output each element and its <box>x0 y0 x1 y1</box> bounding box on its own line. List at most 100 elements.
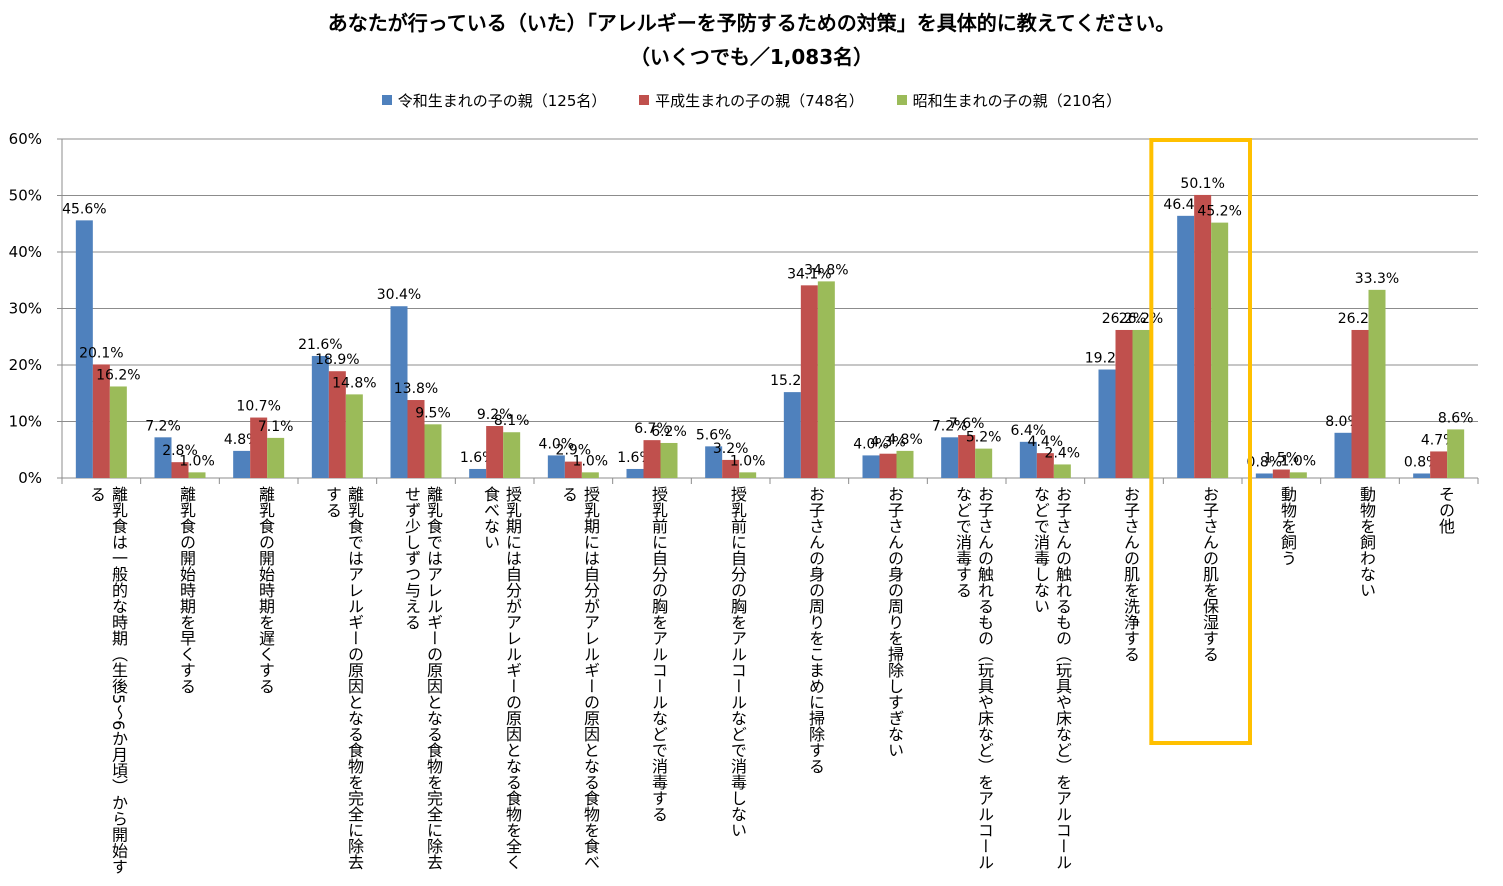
category-label: 授乳期には自分がアレルギーの原因となる食物を全く食べない <box>481 486 522 870</box>
data-label: 1.5% <box>1264 451 1300 467</box>
bar <box>1115 329 1133 478</box>
bar <box>975 448 993 478</box>
bar <box>407 400 425 478</box>
y-tick-label: 60% <box>9 130 42 148</box>
bar <box>469 468 487 478</box>
bar <box>503 432 521 478</box>
bar <box>267 437 285 478</box>
legend-swatch-showa <box>896 95 907 105</box>
bar <box>660 442 678 478</box>
bar <box>800 285 818 478</box>
legend-label-heisei: 平成生まれの子の親（748名） <box>655 92 864 110</box>
category-label: 離乳食の開始時期を早くする <box>177 486 196 694</box>
bar <box>896 450 914 478</box>
data-label: 8.6% <box>1438 410 1474 426</box>
y-tick-label: 30% <box>9 300 42 318</box>
bar <box>1098 369 1116 478</box>
bar <box>1351 329 1369 478</box>
bar <box>328 371 346 478</box>
bar <box>564 461 582 478</box>
data-label: 10.7% <box>236 399 280 415</box>
data-label: 7.2% <box>145 418 181 434</box>
data-label: 4.0% <box>539 436 575 452</box>
category-label: 離乳食ではアレルギーの原因となる食物を完全に除去せず少しずつ与える <box>402 486 443 870</box>
category-label: 授乳期には自分がアレルギーの原因となる食物を食べる <box>559 486 600 870</box>
bar <box>958 435 976 478</box>
data-label: 4.3% <box>870 435 906 451</box>
data-label: 16.2% <box>96 367 140 383</box>
data-label: 20.1% <box>79 345 123 361</box>
legend-swatch-reiwa <box>381 95 392 105</box>
bar <box>626 468 644 478</box>
category-label: 動物を飼わない <box>1357 486 1376 598</box>
bar <box>486 426 504 478</box>
legend: 令和生まれの子の親（125名） 平成生まれの子の親（748名） 昭和生まれの子の… <box>0 90 1503 111</box>
highlight-box <box>1149 138 1253 745</box>
data-label: 34.1% <box>787 266 831 282</box>
bar <box>1255 473 1273 478</box>
data-label: 7.2% <box>932 418 968 434</box>
data-label: 2.8% <box>162 443 198 459</box>
data-label: 9.5% <box>415 405 451 421</box>
data-label: 4.8% <box>887 432 923 448</box>
legend-label-showa: 昭和生まれの子の親（210名） <box>912 92 1122 110</box>
data-label: 1.0% <box>1281 453 1317 469</box>
category-label: 離乳食ではアレルギーの原因となる食物を完全に除去する <box>323 486 364 870</box>
data-label: 1.0% <box>573 453 609 469</box>
category-label: お子さんの肌を保湿する <box>1200 486 1219 662</box>
legend-item-showa: 昭和生まれの子の親（210名） <box>896 90 1122 111</box>
category-label: お子さんの身の周りをこまめに掃除する <box>806 486 825 774</box>
bar <box>705 446 723 478</box>
bar <box>1019 441 1037 478</box>
bar <box>1177 215 1195 478</box>
data-label: 4.4% <box>1028 434 1064 450</box>
data-label: 26.2% <box>1102 311 1146 327</box>
bar <box>547 455 565 478</box>
legend-swatch-heisei <box>639 95 650 105</box>
data-label: 34.8% <box>804 262 848 278</box>
data-label: 6.4% <box>1011 423 1047 439</box>
bar <box>1289 472 1307 478</box>
legend-item-reiwa: 令和生まれの子の親（125名） <box>381 90 606 111</box>
category-label: お子さんの触れるもの（玩具や床など）をアルコールなどで消毒しない <box>1031 486 1072 870</box>
bar <box>1272 469 1290 478</box>
data-label: 2.4% <box>1045 445 1081 461</box>
data-label: 6.7% <box>634 421 670 437</box>
bar <box>311 355 329 478</box>
category-label: 授乳前に自分の胸をアルコールなどで消毒しない <box>728 486 747 838</box>
data-label: 26.2% <box>1119 311 1163 327</box>
y-tick-label: 20% <box>9 356 42 374</box>
category-label: お子さんの触れるもの（玩具や床など）をアルコールなどで消毒する <box>953 486 994 870</box>
legend-item-heisei: 平成生まれの子の親（748名） <box>639 90 864 111</box>
data-label: 45.2% <box>1197 204 1241 220</box>
bar <box>1211 222 1229 478</box>
y-tick-label: 50% <box>9 187 42 205</box>
data-label: 3.2% <box>713 441 749 457</box>
bar <box>879 453 897 478</box>
bar <box>1132 329 1150 478</box>
bar <box>1194 194 1212 478</box>
data-label: 0.8% <box>1247 454 1283 470</box>
bar <box>1036 453 1054 478</box>
bar <box>643 440 661 478</box>
y-tick-label: 10% <box>9 413 42 431</box>
category-label: 動物を飼う <box>1278 486 1297 566</box>
bar <box>424 424 442 478</box>
category-label: 離乳食は一般的な時期（生後5～6か月頃）から開始する <box>87 486 128 875</box>
bar <box>1368 289 1386 478</box>
bar <box>581 472 599 478</box>
data-label: 18.9% <box>315 352 359 368</box>
bar <box>941 437 959 478</box>
bar <box>188 472 206 478</box>
bar <box>722 459 740 478</box>
bar <box>1334 432 1352 478</box>
bar <box>109 386 127 478</box>
data-label: 50.1% <box>1180 176 1224 192</box>
data-label: 9.2% <box>477 407 513 423</box>
bar <box>250 417 268 478</box>
category-label: お子さんの身の周りを掃除しすぎない <box>885 486 904 758</box>
bar <box>783 392 801 478</box>
bar <box>1447 429 1465 478</box>
data-label: 1.0% <box>730 453 766 469</box>
data-label: 4.0% <box>853 436 889 452</box>
